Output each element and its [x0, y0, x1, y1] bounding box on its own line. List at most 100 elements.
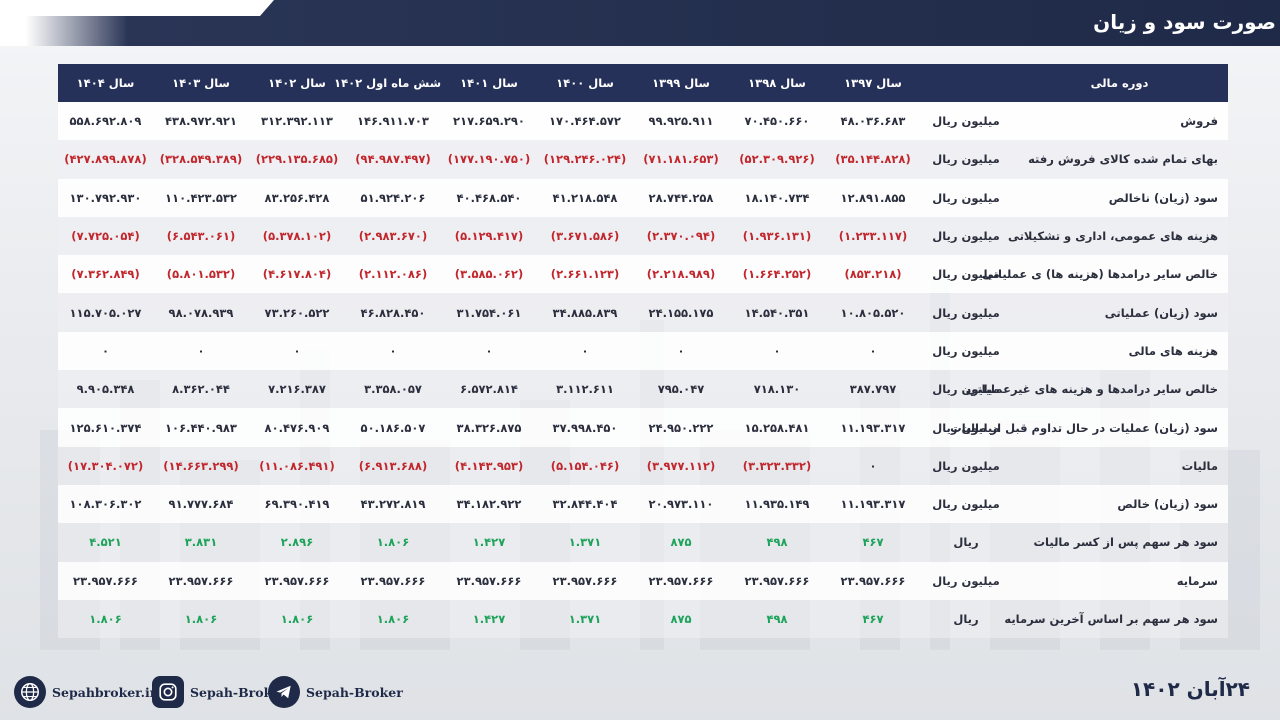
table-cell: ۰ [825, 446, 921, 485]
table-cell: ۳.۳۵۸.۰۵۷ [345, 370, 441, 409]
table-cell: (۵.۳۷۸.۱۰۲) [249, 216, 345, 256]
table-cell: ۴۶۷ [825, 599, 921, 639]
table-cell: ۰ [537, 331, 633, 371]
table-cell: ۲۳.۹۵۷.۶۶۶ [825, 561, 921, 600]
row-label: خالص سایر درامدها و هزینه های غیرعملیاتی [966, 370, 1228, 409]
row-label: سود (زیان) عملیاتی [1011, 293, 1228, 332]
row-unit: میلیون ریال [921, 293, 1011, 332]
row-unit: میلیون ریال [921, 102, 1011, 141]
table-row: سود (زیان) عملیاتی میلیون ریال ۱۰.۸۰۵.۵۲۰ ۱… [58, 293, 1228, 332]
table-cell: ۲.۸۹۶ [249, 523, 345, 562]
table-cell: ۷۹۵.۰۴۷ [633, 370, 729, 409]
table-row: سرمایه میلیون ریال ۲۳.۹۵۷.۶۶۶ ۲۳.۹۵۷.۶۶۶ ۲۳.… [58, 561, 1228, 600]
table-cell: ۰ [825, 331, 921, 371]
table-header-row: دوره مالی سال ۱۳۹۷ سال ۱۳۹۸ سال ۱۳۹۹ سال ۱۴۰… [58, 64, 1228, 102]
column-header-year: سال ۱۳۹۸ [729, 64, 825, 102]
table-cell: ۵۵۸.۶۹۲.۸۰۹ [58, 102, 153, 141]
table-cell: (۱۲۹.۲۴۶.۰۲۴) [537, 140, 633, 179]
table-cell: ۱۸.۱۴۰.۷۳۴ [729, 178, 825, 217]
table-cell: ۴۰.۴۶۸.۵۴۰ [441, 178, 537, 217]
table-cell: ۰ [441, 331, 537, 371]
income-statement-table: دوره مالی سال ۱۳۹۷ سال ۱۳۹۸ سال ۱۳۹۹ سال ۱۴۰… [58, 64, 1228, 639]
table-cell: (۴.۱۴۳.۹۵۳) [441, 446, 537, 485]
table-cell: (۲.۶۶۱.۱۲۳) [537, 255, 633, 294]
row-label: سود (زیان) خالص [1011, 484, 1228, 524]
table-cell: ۲۰.۹۷۳.۱۱۰ [633, 484, 729, 524]
table-cell: (۷.۳۶۲.۸۴۹) [58, 255, 153, 294]
row-unit: میلیون ریال [921, 484, 1011, 524]
table-cell: ۲۴.۱۵۵.۱۷۵ [633, 293, 729, 332]
row-label: سرمایه [1011, 561, 1228, 600]
table-cell: ۴۶۷ [825, 523, 921, 562]
table-cell: ۸۷۵ [633, 599, 729, 639]
table-cell: (۵.۱۵۴.۰۴۶) [537, 446, 633, 485]
table-cell: (۳.۶۷۱.۵۸۶) [537, 216, 633, 256]
telegram-link[interactable]: Sepah-Broker [268, 676, 403, 708]
table-cell: ۱۷۰.۴۶۴.۵۷۲ [537, 102, 633, 141]
table-cell: (۵۲.۳۰۹.۹۲۶) [729, 140, 825, 179]
table-cell: ۴۳.۲۷۲.۸۱۹ [345, 484, 441, 524]
table-cell: (۴.۶۱۷.۸۰۴) [249, 255, 345, 294]
table-cell: ۸۰.۴۷۶.۹۰۹ [249, 408, 345, 447]
website-link[interactable]: Sepahbroker.ir [14, 676, 156, 708]
row-unit: ریال [921, 523, 1011, 562]
table-cell: ۴۸.۰۳۶.۶۸۳ [825, 102, 921, 141]
row-unit: میلیون ریال [921, 331, 1011, 371]
table-cell: ۱۲۵.۶۱۰.۳۷۴ [58, 408, 153, 447]
table-cell: ۳۸.۳۲۶.۸۷۵ [441, 408, 537, 447]
column-header-year: سال ۱۴۰۴ [58, 64, 153, 102]
table-cell: (۳.۹۷۷.۱۱۲) [633, 446, 729, 485]
table-cell: (۱۴.۶۶۳.۲۹۹) [153, 446, 249, 485]
table-cell: (۲.۹۸۳.۶۷۰) [345, 216, 441, 256]
table-cell: ۸۷۵ [633, 523, 729, 562]
column-header-period: دوره مالی [1011, 64, 1228, 102]
table-cell: ۱۴.۵۴۰.۳۵۱ [729, 293, 825, 332]
table-cell: ۴۱.۲۱۸.۵۴۸ [537, 178, 633, 217]
table-cell: ۳.۱۱۲.۶۱۱ [537, 370, 633, 409]
table-cell: ۳۴.۸۸۵.۸۳۹ [537, 293, 633, 332]
column-header-year: شش ماه اول ۱۴۰۲ [334, 64, 441, 102]
table-row: سود (زیان) ناخالص میلیون ریال ۱۲.۸۹۱.۸۵۵ ۱۸… [58, 178, 1228, 217]
table-cell: (۵.۱۲۹.۴۱۷) [441, 216, 537, 256]
table-cell: ۱.۸۰۶ [58, 599, 153, 639]
table-cell: (۶.۹۱۳.۶۸۸) [345, 446, 441, 485]
table-cell: (۲.۱۱۲.۰۸۶) [345, 255, 441, 294]
column-header-year: سال ۱۴۰۳ [153, 64, 249, 102]
table-cell: ۳.۸۳۱ [153, 523, 249, 562]
telegram-text: Sepah-Broker [306, 684, 403, 700]
table-cell: ۱.۸۰۶ [153, 599, 249, 639]
instagram-link[interactable]: Sepah-Broker [152, 676, 287, 708]
table-cell: ۶۹.۳۹۰.۴۱۹ [249, 484, 345, 524]
table-cell: ۹۱.۷۷۷.۶۸۴ [153, 484, 249, 524]
telegram-icon [268, 676, 300, 708]
table-cell: ۱۰۶.۴۴۰.۹۸۳ [153, 408, 249, 447]
report-date: ۲۴آبان ۱۴۰۲ [1130, 677, 1250, 701]
table-cell: ۰ [58, 331, 153, 371]
table-cell: ۱.۳۷۱ [537, 523, 633, 562]
table-cell: ۱.۸۰۶ [249, 599, 345, 639]
instagram-icon [152, 676, 184, 708]
table-cell: (۳.۳۲۳.۳۳۲) [729, 446, 825, 485]
table-row: بهای تمام شده کالای فروش رفته میلیون ریال… [58, 140, 1228, 179]
table-cell: ۳۷.۹۹۸.۴۵۰ [537, 408, 633, 447]
row-label: فروش [1011, 102, 1228, 141]
globe-icon [14, 676, 46, 708]
table-cell: ۷۰.۴۵۰.۶۶۰ [729, 102, 825, 141]
table-cell: ۹۸.۰۷۸.۹۳۹ [153, 293, 249, 332]
header-band: صورت سود و زیان [0, 0, 1280, 46]
table-cell: ۲۸.۷۴۴.۲۵۸ [633, 178, 729, 217]
table-row: سود (زیان) خالص میلیون ریال ۱۱.۱۹۳.۳۱۷ ۱۱.۹… [58, 484, 1228, 524]
table-cell: (۳۵.۱۴۴.۸۲۸) [825, 140, 921, 179]
table-cell: ۴۳۸.۹۷۲.۹۲۱ [153, 102, 249, 141]
row-unit: میلیون ریال [921, 408, 1011, 447]
column-header-year: سال ۱۳۹۹ [633, 64, 729, 102]
row-label: بهای تمام شده کالای فروش رفته [1011, 140, 1228, 179]
table-cell: ۱۱.۱۹۳.۳۱۷ [825, 484, 921, 524]
table-cell: ۰ [345, 331, 441, 371]
table-cell: (۳.۵۸۵.۰۶۲) [441, 255, 537, 294]
header-notch-slant [260, 0, 274, 16]
table-row: هزینه های عمومی، اداری و تشکیلاتی میلیون … [58, 216, 1228, 256]
table-cell: ۱۱۰.۴۲۳.۵۳۲ [153, 178, 249, 217]
row-unit: میلیون ریال [921, 370, 1011, 409]
table-cell: ۱۲.۸۹۱.۸۵۵ [825, 178, 921, 217]
